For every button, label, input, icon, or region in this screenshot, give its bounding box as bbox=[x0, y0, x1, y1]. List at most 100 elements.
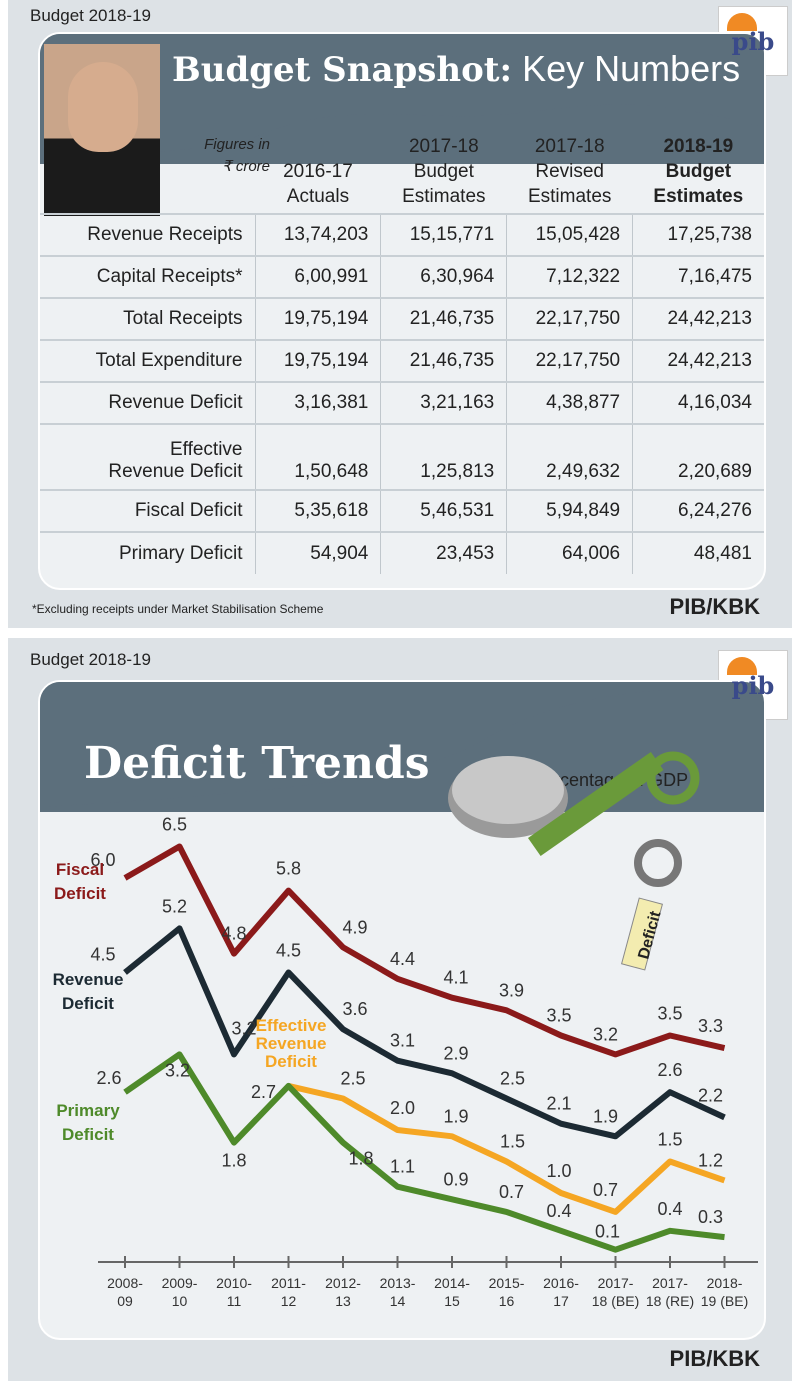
cell-value: 19,75,194 bbox=[254, 297, 381, 340]
x-tick-label: 2017- bbox=[652, 1275, 688, 1291]
cell-value: 24,42,213 bbox=[632, 339, 764, 382]
snapshot-card: Budget Snapshot: Key Numbers Figures in ₹… bbox=[38, 32, 766, 590]
data-label: 2.6 bbox=[657, 1060, 682, 1080]
data-label: 2.0 bbox=[390, 1098, 415, 1118]
x-tick-label: 09 bbox=[117, 1293, 133, 1309]
cell-value: 5,46,531 bbox=[380, 489, 507, 532]
table-row: Fiscal Deficit 5,35,618 5,46,531 5,94,849 6,… bbox=[40, 489, 764, 532]
series-legend: Effective Revenue DeficitEffectiveRevenu… bbox=[256, 1016, 327, 1071]
table-row: Effective Revenue Deficit 1,50,648 1,25,813… bbox=[40, 423, 764, 490]
svg-text:Primary: Primary bbox=[56, 1101, 120, 1120]
data-label: 2.2 bbox=[698, 1085, 723, 1105]
data-label: 4.1 bbox=[443, 968, 468, 988]
cell-value: 23,453 bbox=[380, 531, 507, 574]
row-label: Effective Revenue Deficit bbox=[40, 423, 255, 490]
data-label: 1.9 bbox=[593, 1106, 618, 1126]
series-line bbox=[123, 843, 726, 1058]
col-header: 2016-17 Actuals bbox=[283, 161, 353, 207]
data-label: 4.4 bbox=[390, 949, 415, 969]
units-note: Figures in ₹ crore bbox=[204, 136, 270, 175]
series-line bbox=[123, 925, 726, 1140]
data-label: 0.9 bbox=[443, 1169, 468, 1189]
x-tick-label: 19 (BE) bbox=[701, 1293, 748, 1309]
data-label: 0.7 bbox=[499, 1182, 524, 1202]
table-row: Total Expenditure 19,75,194 21,46,735 22,17… bbox=[40, 339, 764, 382]
svg-text:Deficit: Deficit bbox=[62, 1125, 114, 1144]
data-label: 1.2 bbox=[698, 1150, 723, 1170]
cell-value: 6,24,276 bbox=[632, 489, 764, 532]
finance-minister-photo bbox=[44, 44, 160, 216]
row-label: Revenue Receipts bbox=[40, 213, 255, 256]
data-label: 2.7 bbox=[251, 1082, 276, 1102]
x-tick-label: 2011- bbox=[271, 1275, 306, 1291]
cell-value: 3,21,163 bbox=[380, 381, 507, 424]
x-tick-label: 2012- bbox=[325, 1275, 361, 1291]
row-label: Total Expenditure bbox=[40, 339, 255, 382]
x-tick-label: 2017- bbox=[598, 1275, 634, 1291]
x-tick-label: 15 bbox=[444, 1293, 460, 1309]
coin-scissors-illustration: Deficit bbox=[448, 751, 700, 971]
cell-value: 7,12,322 bbox=[506, 255, 633, 298]
cell-value: 17,25,738 bbox=[632, 213, 764, 256]
cell-value: 21,46,735 bbox=[380, 339, 507, 382]
data-label: 2.5 bbox=[500, 1069, 525, 1089]
x-tick-label: 18 (BE) bbox=[592, 1293, 639, 1309]
cell-value: 4,38,877 bbox=[506, 381, 633, 424]
data-label: 2.5 bbox=[340, 1069, 365, 1089]
cell-value: 24,42,213 bbox=[632, 297, 764, 340]
data-label: 6.0 bbox=[90, 850, 115, 870]
data-label: 5.8 bbox=[276, 859, 301, 879]
cell-value: 2,20,689 bbox=[632, 423, 764, 490]
data-label: 4.8 bbox=[221, 924, 246, 944]
page-title: Budget Snapshot: Key Numbers bbox=[172, 48, 741, 90]
cell-value: 6,30,964 bbox=[380, 255, 507, 298]
col-header: 2017-18 Revised Estimates bbox=[527, 136, 612, 207]
table-row: Total Receipts 19,75,194 21,46,735 22,17,75… bbox=[40, 297, 764, 340]
cell-value: 21,46,735 bbox=[380, 297, 507, 340]
table-row: Revenue Deficit 3,16,381 3,21,163 4,38,877 4… bbox=[40, 381, 764, 424]
cell-value: 7,16,475 bbox=[632, 255, 764, 298]
data-label: 4.5 bbox=[276, 941, 301, 961]
series-line bbox=[287, 1082, 726, 1215]
table-row: Primary Deficit 54,904 23,453 64,006 48,481 bbox=[40, 531, 764, 574]
data-label: 4.5 bbox=[90, 945, 115, 965]
svg-text:Deficit: Deficit bbox=[62, 994, 114, 1013]
data-label: 2.6 bbox=[96, 1068, 121, 1088]
x-tick-label: 16 bbox=[499, 1293, 515, 1309]
col-header: 2017-18 Budget Estimates bbox=[402, 136, 486, 207]
table-row: Capital Receipts* 6,00,991 6,30,964 7,12,32… bbox=[40, 255, 764, 298]
x-tick-label: 2008- bbox=[107, 1275, 143, 1291]
deficit-trends-panel: Budget 2018-19 pib Deficit Trends Percen… bbox=[8, 638, 792, 1381]
x-tick-label: 14 bbox=[390, 1293, 406, 1309]
row-label: Total Receipts bbox=[40, 297, 255, 340]
data-label: 3.3 bbox=[698, 1016, 723, 1036]
data-label: 1.8 bbox=[221, 1151, 246, 1171]
svg-text:Deficit: Deficit bbox=[265, 1052, 317, 1071]
data-label: 1.8 bbox=[348, 1149, 373, 1169]
x-tick-label: 2009- bbox=[162, 1275, 198, 1291]
data-label: 3.6 bbox=[342, 999, 367, 1019]
data-label: 3.9 bbox=[499, 980, 524, 1000]
data-label: 1.5 bbox=[657, 1130, 682, 1150]
data-label: 0.7 bbox=[593, 1180, 618, 1200]
data-label: 0.4 bbox=[657, 1199, 682, 1219]
data-label: 2.1 bbox=[546, 1094, 571, 1114]
data-label: 2.9 bbox=[443, 1043, 468, 1063]
row-label: Capital Receipts* bbox=[40, 255, 255, 298]
x-tick-label: 11 bbox=[227, 1293, 242, 1309]
series-legend: Fiscal DeficitFiscalDeficit bbox=[54, 860, 106, 903]
budget-snapshot-panel: Budget 2018-19 pib Budget Snapshot: Key … bbox=[8, 0, 792, 628]
cell-value: 6,00,991 bbox=[254, 255, 381, 298]
cell-value: 15,05,428 bbox=[506, 213, 633, 256]
key-numbers-table: 2016-17 Actuals 2017-18 Budget Estimates 20… bbox=[40, 126, 764, 574]
cell-value: 1,25,813 bbox=[380, 423, 507, 490]
credit: PIB/KBK bbox=[669, 594, 760, 619]
cell-value: 13,74,203 bbox=[254, 213, 381, 256]
footnote: *Excluding receipts under Market Stabili… bbox=[32, 602, 324, 616]
kicker: Budget 2018-19 bbox=[30, 6, 151, 25]
row-label: Revenue Deficit bbox=[40, 381, 255, 424]
x-tick-label: 10 bbox=[172, 1293, 188, 1309]
svg-text:Revenue: Revenue bbox=[256, 1034, 327, 1053]
cell-value: 22,17,750 bbox=[506, 339, 633, 382]
